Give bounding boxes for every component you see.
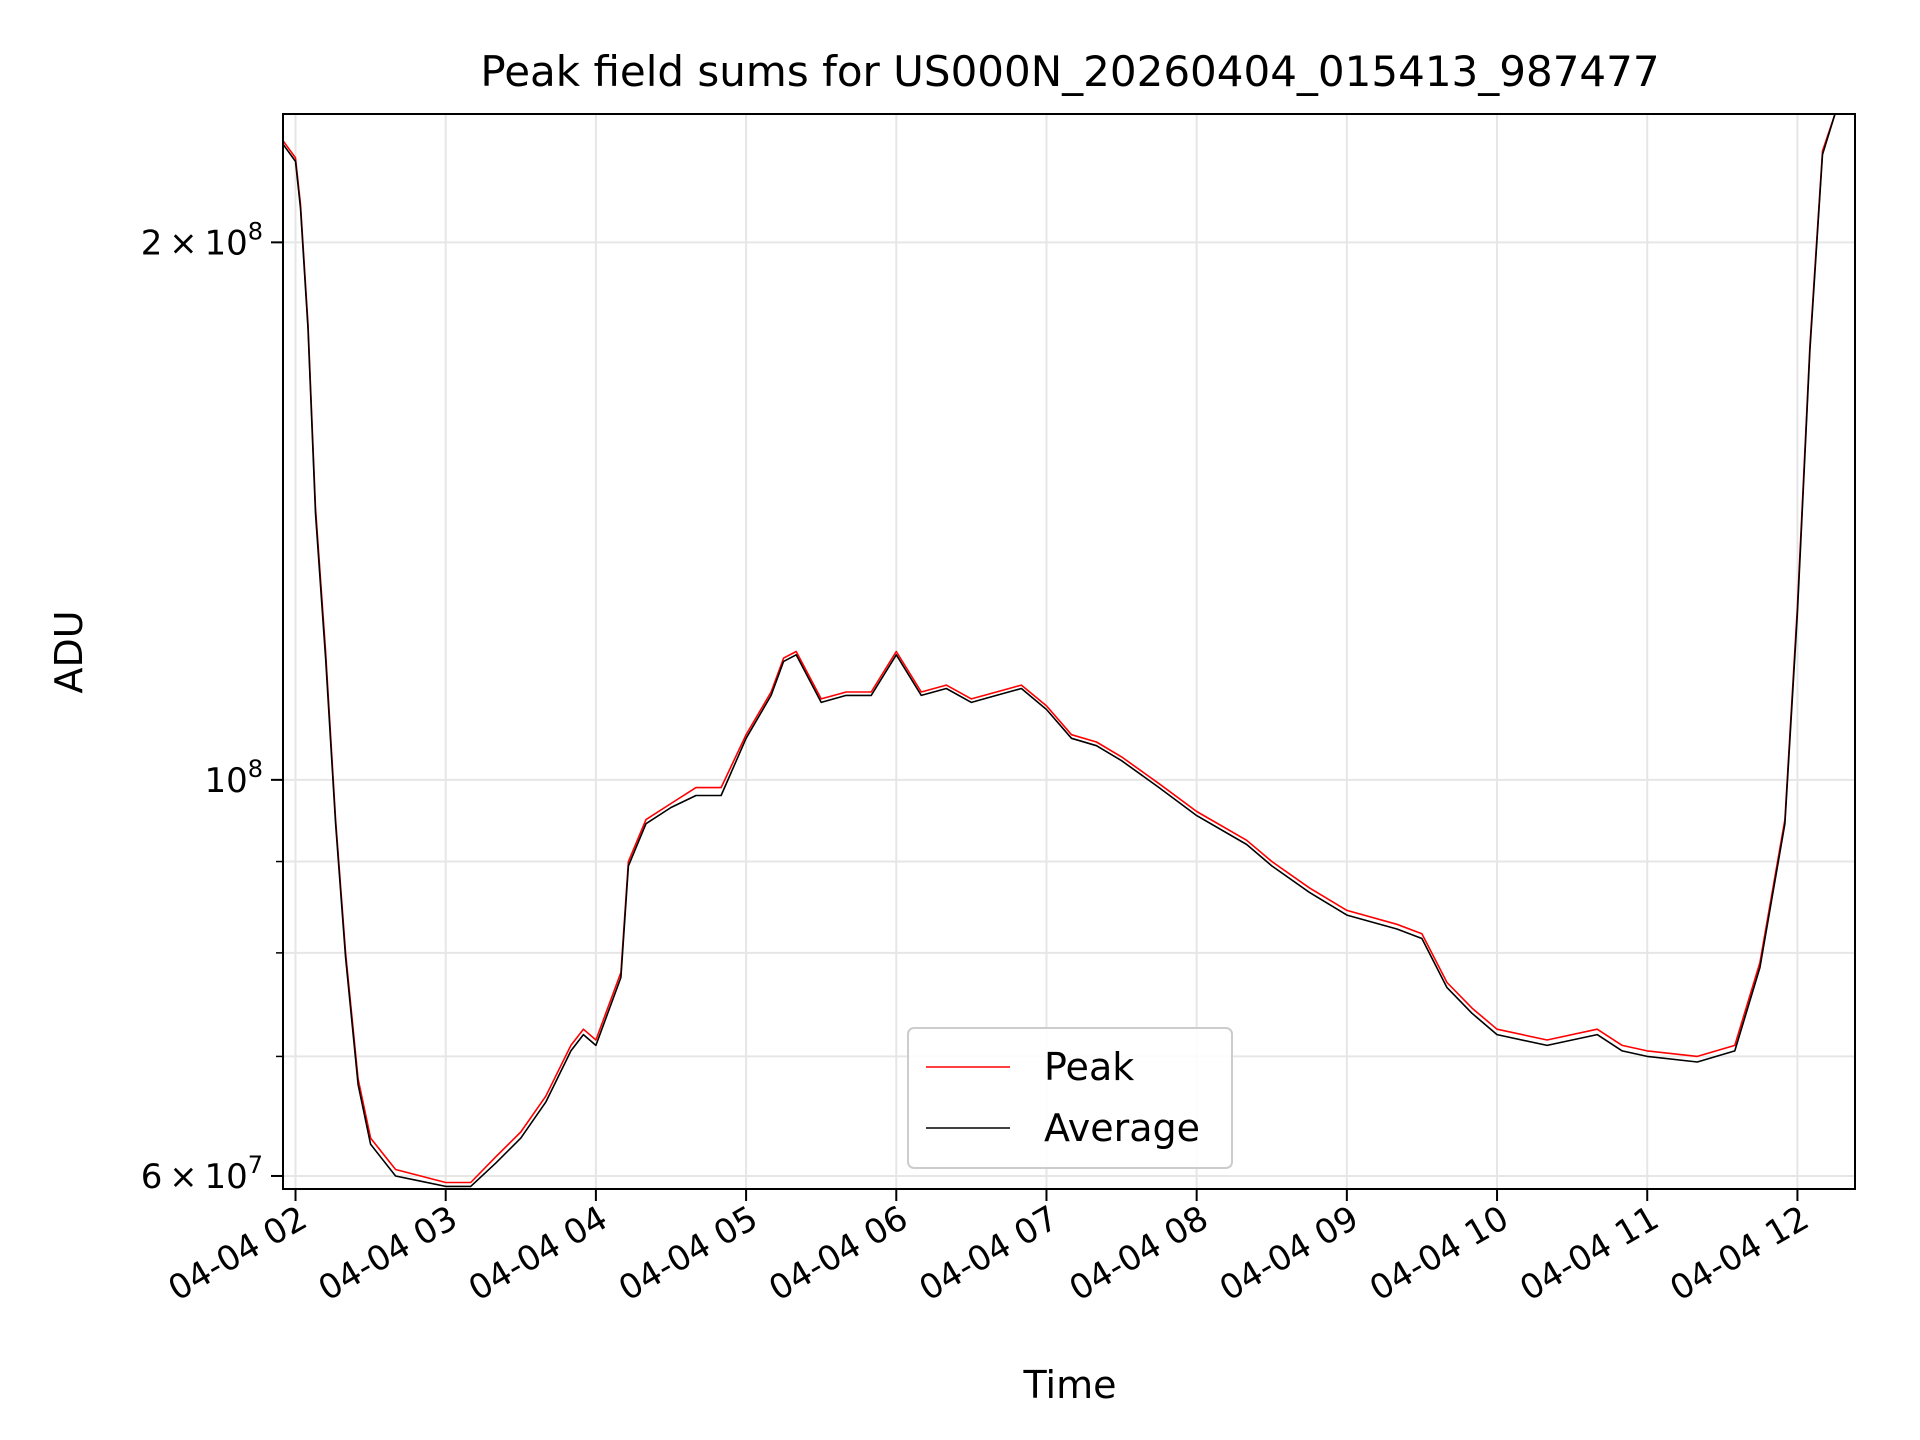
grid (283, 114, 1855, 1189)
series-line-average (283, 114, 1836, 1188)
legend-label-average: Average (1044, 1106, 1200, 1150)
legend: Peak Average (907, 1027, 1233, 1169)
y-axis-label: ADU (47, 610, 91, 693)
y-tick-label: 108 (204, 755, 263, 801)
plot-frame (282, 113, 1856, 1190)
x-axis-label: Time (1023, 1363, 1117, 1407)
legend-frame (907, 1027, 1233, 1169)
y-tick-label: 2 × 108 (141, 217, 263, 263)
plot-lines (283, 114, 1836, 1188)
y-tick-label: 6 × 107 (141, 1151, 263, 1197)
series-line-peak (283, 114, 1836, 1184)
legend-label-peak: Peak (1044, 1045, 1134, 1089)
chart-title: Peak field sums for US000N_20260404_0154… (480, 47, 1659, 96)
